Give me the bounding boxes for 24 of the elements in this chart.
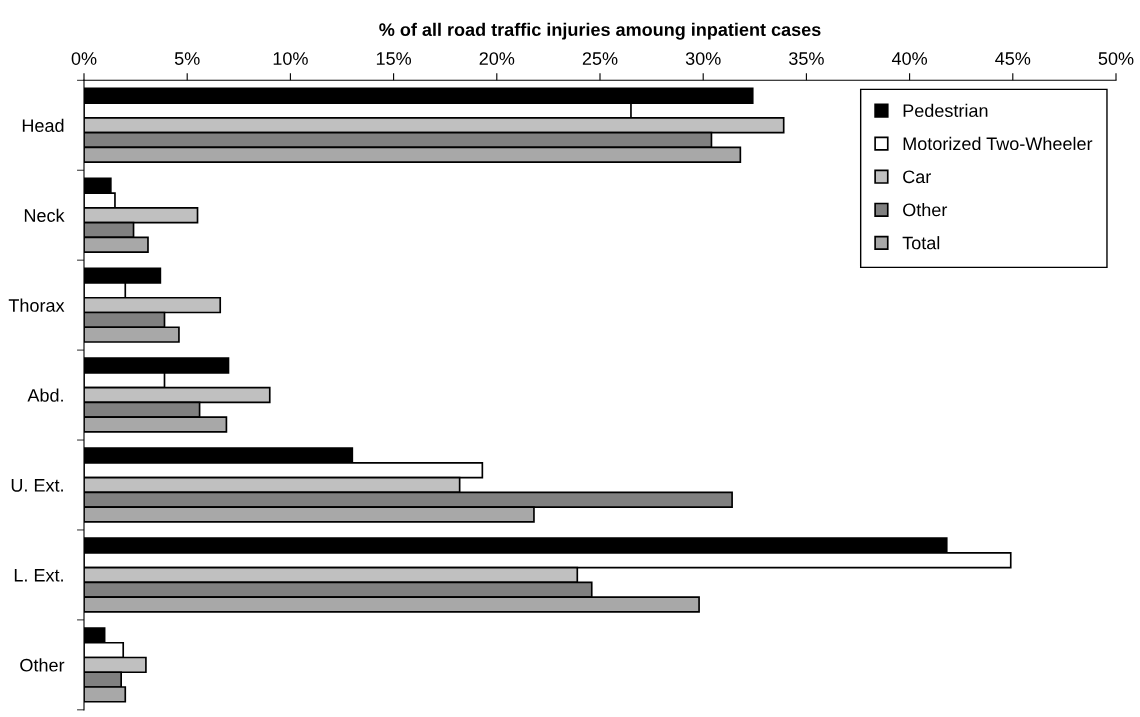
x-tick-label: 40%: [891, 52, 928, 65]
x-tick-label: 30%: [685, 52, 721, 65]
x-tick-label: 15%: [376, 52, 412, 65]
legend-label: Motorized Two-Wheeler: [903, 136, 1093, 151]
x-tick-label: 45%: [995, 52, 1031, 65]
y-tick-label: Neck: [24, 208, 65, 222]
y-tick-label: Other: [20, 658, 65, 672]
y-tick-label: Head: [22, 118, 64, 132]
y-tick-label: Abd.: [27, 388, 63, 402]
x-tick-label: 5%: [174, 52, 200, 65]
x-tick-label: 20%: [479, 52, 515, 65]
x-tick-label: 35%: [789, 52, 824, 65]
x-tick-label: 50%: [1098, 52, 1134, 65]
y-tick-label: U. Ext.: [11, 479, 63, 492]
x-tick-label: 0%: [71, 52, 97, 65]
x-tick-label: 10%: [273, 52, 308, 65]
legend-label: Pedestrian: [903, 103, 988, 118]
x-tick-label: 25%: [582, 52, 618, 65]
legend-label: Car: [903, 170, 931, 184]
y-tick-label: Thorax: [8, 298, 65, 312]
y-tick-label: L. Ext.: [14, 569, 63, 582]
legend-label: Total: [902, 236, 940, 250]
legend-label: Other: [903, 203, 948, 217]
chart-title: % of all road traffic injuries amoung inpatient cases: [379, 22, 821, 40]
